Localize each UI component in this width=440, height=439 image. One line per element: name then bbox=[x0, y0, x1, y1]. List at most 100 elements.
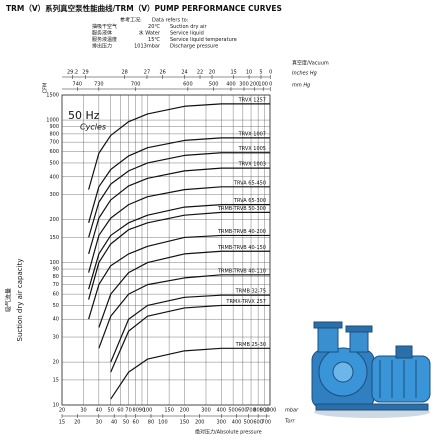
x-tick-label: 500 bbox=[228, 408, 238, 414]
pump-illustration bbox=[311, 321, 431, 418]
condition-en: Discharge pressure bbox=[170, 44, 218, 50]
condition-en: Suction dry air bbox=[170, 24, 207, 30]
performance-curve bbox=[88, 211, 270, 300]
torr-tick-label: 150 bbox=[180, 420, 190, 426]
inhg-unit: Inches Hg bbox=[292, 71, 317, 77]
x-tick-label: 100 bbox=[143, 408, 153, 414]
y-tick-label: 500 bbox=[49, 160, 59, 166]
y-tick-label: 10 bbox=[53, 403, 59, 409]
inhg-tick-label: 10 bbox=[246, 70, 252, 76]
performance-curve bbox=[88, 204, 270, 290]
x-tick-label: 50 bbox=[108, 408, 114, 414]
y-axis-label-zh: 吸气流量 bbox=[5, 288, 13, 312]
x-tick-label: 90 bbox=[139, 408, 145, 414]
torr-tick-label: 600 bbox=[253, 420, 263, 426]
curve-label: TRMB 32-75 bbox=[235, 289, 266, 295]
x-tick-label: 20 bbox=[59, 408, 65, 414]
freq-box bbox=[66, 110, 112, 134]
x-tick-label: 70 bbox=[125, 408, 131, 414]
frequency-unit: Cycles bbox=[80, 123, 106, 132]
x-tick-label: 200 bbox=[180, 408, 190, 414]
torr-tick-label: 20 bbox=[74, 420, 80, 426]
frequency: 50 Hz bbox=[68, 109, 100, 122]
performance-curve bbox=[110, 304, 270, 373]
mmhg-tick-label: 200 bbox=[250, 82, 260, 88]
y-tick-label: 1500 bbox=[46, 93, 59, 99]
x-tick-label: 60 bbox=[117, 408, 123, 414]
y-tick-label: 40 bbox=[53, 317, 59, 323]
inhg-tick-label: 29 bbox=[82, 70, 88, 76]
y-tick-label: 70 bbox=[53, 282, 59, 288]
y-tick-label: 700 bbox=[49, 140, 59, 146]
condition-en: Service liquid temperature bbox=[170, 37, 237, 43]
curve-label: TRMB-TRVB 40-200 bbox=[217, 229, 266, 235]
curve-label: TRVX 1005 bbox=[238, 146, 266, 152]
y-tick-label: 1000 bbox=[46, 118, 59, 124]
performance-curve bbox=[88, 152, 270, 238]
inhg-tick-label: 15 bbox=[231, 70, 237, 76]
chart-title: TRM（V）系列真空泵性能曲线/TRM（V）PUMP PERFORMANCE C… bbox=[6, 3, 282, 13]
curve-label: TRMX-TRVX 257 bbox=[225, 299, 266, 305]
curve-label: TRVA 65-300 bbox=[233, 198, 266, 204]
y-tick-label: 20 bbox=[53, 360, 59, 366]
condition-label: 服务液温度 bbox=[92, 36, 117, 43]
condition-en: Data refers to: bbox=[152, 18, 189, 24]
x-tick-label: 800 bbox=[253, 408, 263, 414]
condition-value: 水 Water bbox=[139, 30, 161, 37]
x-tick-label: 30 bbox=[80, 408, 86, 414]
torr-tick-label: 100 bbox=[158, 420, 168, 426]
y-tick-label: 15 bbox=[53, 377, 59, 383]
mmhg-tick-label: 300 bbox=[239, 82, 249, 88]
inhg-tick-label: 20 bbox=[209, 70, 215, 76]
curve-label: TRVX 1257 bbox=[238, 97, 266, 103]
torr-tick-label: 60 bbox=[133, 420, 139, 426]
inhg-tick-label: 5 bbox=[259, 70, 262, 76]
performance-curve bbox=[110, 347, 270, 400]
performance-curve bbox=[88, 186, 270, 273]
y-axis-label: Suction dry air capacity bbox=[16, 259, 24, 342]
performance-curve bbox=[88, 137, 270, 223]
inhg-tick-label: 0 bbox=[269, 70, 272, 76]
curve-label: TRVX 1007 bbox=[238, 131, 266, 137]
x-tick-label: 300 bbox=[201, 408, 211, 414]
y-tick-label: 200 bbox=[49, 217, 59, 223]
performance-curve bbox=[98, 274, 270, 349]
x-axis-label: 绝对压力/Absolute pressure bbox=[195, 429, 262, 436]
mmhg-tick-label: 730 bbox=[94, 82, 104, 88]
inhg-tick-label: 29.2 bbox=[67, 70, 78, 76]
curve-label: TRMB-TRVB 40-150 bbox=[217, 245, 266, 251]
inhg-tick-label: 22 bbox=[197, 70, 203, 76]
torr-tick-label: 50 bbox=[123, 420, 129, 426]
torr-tick-label: 500 bbox=[244, 420, 254, 426]
inhg-tick-label: 28 bbox=[121, 70, 127, 76]
condition-value: 1013mbar bbox=[134, 44, 161, 50]
torr-tick-label: 400 bbox=[232, 420, 242, 426]
torr-tick-label: 200 bbox=[195, 420, 205, 426]
inhg-tick-label: 27 bbox=[144, 70, 150, 76]
torr-tick-label: 40 bbox=[111, 420, 117, 426]
condition-label: 服务液体 bbox=[92, 30, 112, 37]
condition-en: Service liquid bbox=[170, 31, 204, 37]
vacuum-label: 真空度/Vacuum bbox=[292, 60, 329, 67]
mmhg-unit: mm Hg bbox=[292, 83, 310, 89]
mmhg-tick-label: 100 bbox=[258, 82, 268, 88]
curve-label: TRVX 1003 bbox=[238, 162, 266, 168]
performance-curve bbox=[98, 250, 270, 328]
torr-unit: Torr bbox=[285, 419, 296, 425]
y-tick-label: 800 bbox=[49, 131, 59, 137]
y-tick-label: 80 bbox=[53, 274, 59, 280]
condition-label: 抽吸干空气 bbox=[92, 23, 117, 30]
torr-tick-label: 80 bbox=[148, 420, 154, 426]
x-tick-label: 40 bbox=[96, 408, 102, 414]
curve-label: TRMB-TRVB 50-300 bbox=[217, 206, 266, 212]
y-tick-label: 90 bbox=[53, 267, 59, 273]
performance-curve bbox=[110, 294, 270, 363]
y-tick-label: 900 bbox=[49, 124, 59, 130]
mmhg-tick-label: 500 bbox=[209, 82, 219, 88]
x-tick-label: 150 bbox=[164, 408, 174, 414]
condition-label: 参考工况: bbox=[120, 17, 142, 24]
y-tick-label: 30 bbox=[53, 335, 59, 341]
x-tick-label: 80 bbox=[133, 408, 139, 414]
y-tick-label: 400 bbox=[49, 174, 59, 180]
y-tick-label: 60 bbox=[53, 292, 59, 298]
